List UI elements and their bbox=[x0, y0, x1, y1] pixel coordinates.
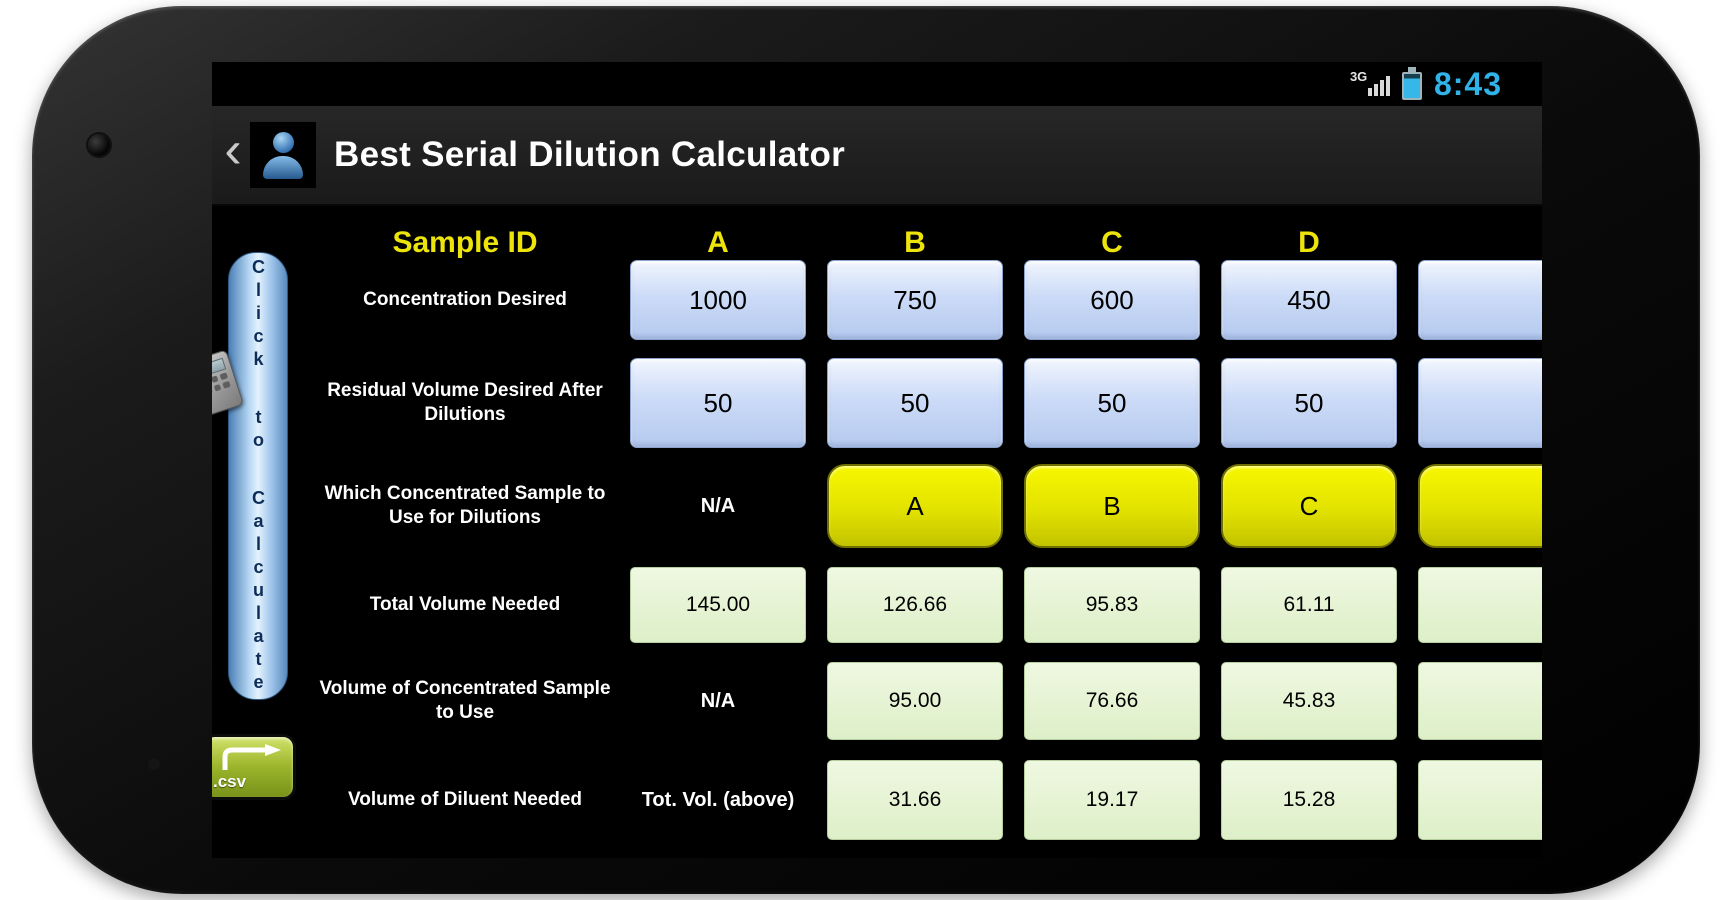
input-cell[interactable]: 450 bbox=[1221, 260, 1397, 340]
microphone-dot bbox=[148, 758, 160, 770]
input-cell[interactable]: 600 bbox=[1024, 260, 1200, 340]
table-row: Which Concentrated Sample to Use for Dil… bbox=[300, 464, 1542, 548]
column-header-b: B bbox=[904, 226, 926, 259]
input-cell[interactable]: 1000 bbox=[630, 260, 806, 340]
person-icon-body bbox=[263, 156, 303, 179]
app-icon[interactable] bbox=[250, 122, 316, 188]
row-label: Volume of Concentrated Sample to Use bbox=[319, 678, 611, 723]
result-cell: 45.83 bbox=[1221, 662, 1397, 740]
sample-select-button[interactable]: B bbox=[1024, 464, 1200, 548]
column-header-a: A bbox=[707, 226, 729, 259]
result-cell: 145.00 bbox=[630, 567, 806, 643]
csv-label: .csv bbox=[213, 772, 247, 791]
table-row: Total Volume Needed 145.00 126.66 95.83 … bbox=[300, 567, 1542, 643]
status-bar: 3G 8:43 bbox=[212, 62, 1542, 106]
result-cell: 126.66 bbox=[827, 567, 1003, 643]
row-label: Total Volume Needed bbox=[369, 594, 561, 616]
sample-select-button[interactable] bbox=[1418, 464, 1542, 548]
table-row: Concentration Desired 1000 750 600 450 bbox=[300, 260, 1542, 340]
static-cell: N/A bbox=[700, 494, 736, 517]
action-bar: ‹ Best Serial Dilution Calculator bbox=[212, 106, 1542, 206]
result-cell: 76.66 bbox=[1024, 662, 1200, 740]
table-header-row: Sample ID A B C D bbox=[300, 222, 1418, 264]
result-cell bbox=[1418, 567, 1542, 643]
result-cell: 31.66 bbox=[827, 760, 1003, 840]
row-label: Which Concentrated Sample to Use for Dil… bbox=[324, 483, 606, 528]
input-cell[interactable] bbox=[1418, 260, 1542, 340]
phone-frame: 3G 8:43 ‹ Best Serial Dilution Calculato… bbox=[32, 6, 1700, 894]
back-chevron-icon[interactable]: ‹ bbox=[224, 121, 242, 180]
signal-icon: 3G bbox=[1349, 69, 1390, 98]
sample-select-button[interactable]: C bbox=[1221, 464, 1397, 548]
sample-select-button[interactable]: A bbox=[827, 464, 1003, 548]
table-row: Residual Volume Desired After Dilutions … bbox=[300, 358, 1542, 448]
result-cell: 15.28 bbox=[1221, 760, 1397, 840]
result-cell: 95.00 bbox=[827, 662, 1003, 740]
network-type-label: 3G bbox=[1349, 69, 1368, 84]
column-header-c: C bbox=[1101, 226, 1123, 259]
csv-export-button[interactable]: .csv bbox=[212, 734, 296, 800]
corner-header: Sample ID bbox=[392, 226, 538, 259]
input-cell[interactable]: 50 bbox=[630, 358, 806, 448]
input-cell[interactable]: 50 bbox=[1024, 358, 1200, 448]
signal-bars-icon bbox=[1367, 76, 1390, 96]
front-camera bbox=[88, 134, 110, 156]
input-cell[interactable]: 50 bbox=[1221, 358, 1397, 448]
status-clock: 8:43 bbox=[1433, 65, 1502, 102]
page-title: Best Serial Dilution Calculator bbox=[334, 135, 846, 174]
result-cell bbox=[1418, 662, 1542, 740]
static-cell: Tot. Vol. (above) bbox=[641, 788, 795, 811]
export-arrow-icon bbox=[222, 744, 281, 770]
row-label: Volume of Diluent Needed bbox=[347, 789, 582, 811]
result-cell bbox=[1418, 760, 1542, 840]
row-label: Residual Volume Desired After Dilutions bbox=[327, 380, 603, 425]
table-row: Volume of Concentrated Sample to Use N/A… bbox=[300, 662, 1542, 740]
dilution-table: Sample ID A B C D Concentration Desired … bbox=[212, 62, 1542, 858]
person-icon bbox=[273, 132, 294, 153]
result-cell: 61.11 bbox=[1221, 567, 1397, 643]
table-row: Volume of Diluent Needed Tot. Vol. (abov… bbox=[300, 760, 1542, 840]
calculate-button[interactable]: Click to Calculate bbox=[228, 252, 288, 700]
input-cell[interactable] bbox=[1418, 358, 1542, 448]
screen: 3G 8:43 ‹ Best Serial Dilution Calculato… bbox=[212, 62, 1542, 858]
input-cell[interactable]: 750 bbox=[827, 260, 1003, 340]
result-cell: 19.17 bbox=[1024, 760, 1200, 840]
battery-icon bbox=[1401, 66, 1422, 100]
row-label: Concentration Desired bbox=[363, 289, 567, 311]
column-header-d: D bbox=[1298, 226, 1320, 259]
result-cell: 95.83 bbox=[1024, 567, 1200, 643]
static-cell: N/A bbox=[700, 689, 736, 712]
input-cell[interactable]: 50 bbox=[827, 358, 1003, 448]
